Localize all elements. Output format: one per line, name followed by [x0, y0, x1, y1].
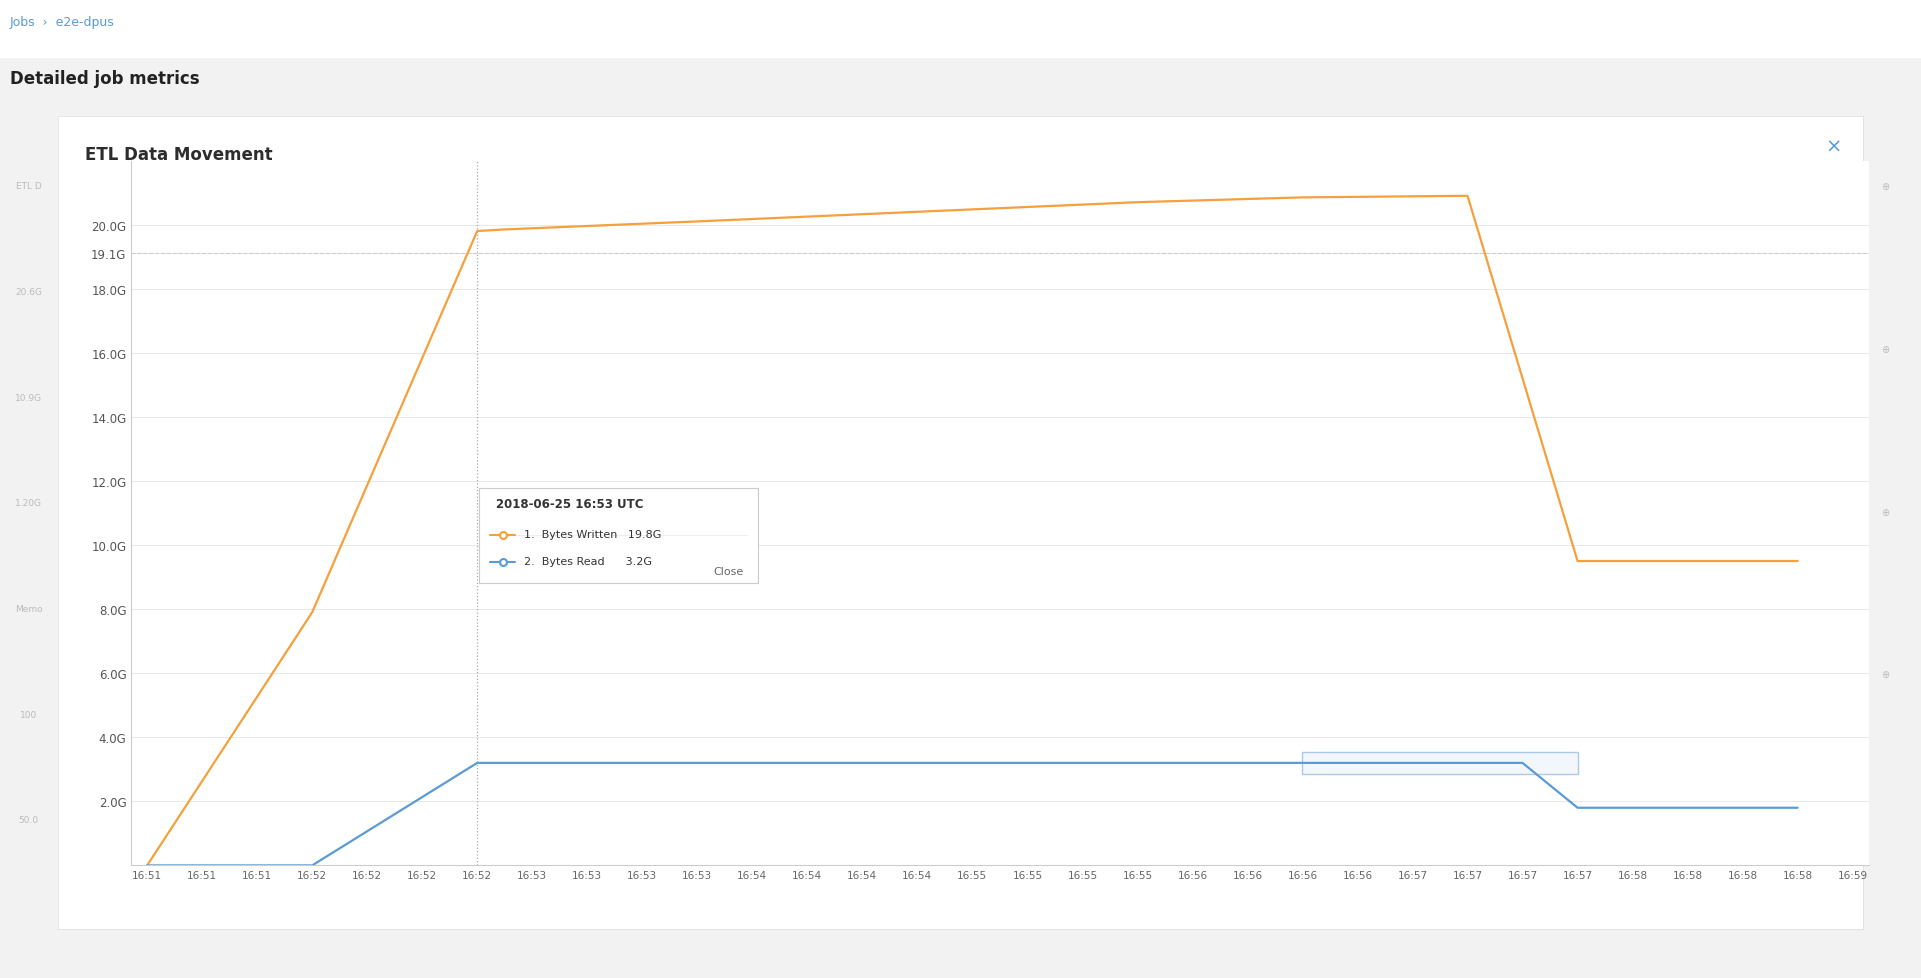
Text: 🔍: 🔍: [1835, 170, 1842, 180]
Text: 10.9G: 10.9G: [15, 393, 42, 402]
Text: 1.  Bytes Written   19.8G: 1. Bytes Written 19.8G: [524, 529, 661, 539]
Text: Memo: Memo: [15, 604, 42, 613]
Text: ETL Data Movement: ETL Data Movement: [85, 146, 273, 163]
Text: ⊕: ⊕: [1881, 182, 1888, 193]
Text: ETL D: ETL D: [15, 182, 42, 192]
Text: Detailed job metrics: Detailed job metrics: [10, 70, 200, 88]
Text: ⟳: ⟳: [1802, 170, 1813, 184]
Text: Jobs  ›  e2e-dpus: Jobs › e2e-dpus: [10, 16, 115, 29]
Text: ⊕: ⊕: [1881, 507, 1888, 517]
Text: 20.6G: 20.6G: [15, 288, 42, 296]
Text: ×: ×: [1825, 138, 1842, 156]
Text: 1.20G: 1.20G: [15, 499, 42, 508]
Text: 2018-06-25 16:53 UTC: 2018-06-25 16:53 UTC: [496, 498, 644, 511]
Text: 50.0: 50.0: [19, 816, 38, 824]
Text: ⊕: ⊕: [1881, 669, 1888, 680]
Text: Close: Close: [713, 566, 743, 576]
Text: 2.  Bytes Read      3.2G: 2. Bytes Read 3.2G: [524, 556, 651, 566]
Bar: [1302, 752, 1577, 775]
Text: 100: 100: [21, 710, 36, 719]
Text: ⊕: ⊕: [1881, 344, 1888, 355]
